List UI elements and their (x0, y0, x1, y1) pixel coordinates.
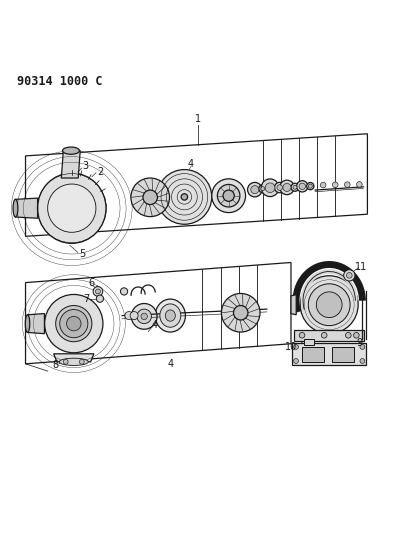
Ellipse shape (160, 304, 181, 327)
Polygon shape (54, 354, 94, 362)
Text: 4: 4 (151, 320, 157, 330)
Circle shape (347, 272, 352, 278)
Circle shape (212, 179, 245, 213)
Ellipse shape (13, 199, 18, 217)
Circle shape (356, 182, 362, 187)
Circle shape (96, 289, 100, 294)
Text: 4: 4 (188, 159, 194, 169)
Circle shape (283, 183, 291, 191)
Circle shape (233, 305, 248, 320)
Ellipse shape (165, 310, 175, 321)
Circle shape (277, 185, 283, 190)
Circle shape (259, 184, 267, 193)
Circle shape (293, 185, 297, 189)
Polygon shape (26, 262, 291, 364)
Circle shape (344, 270, 355, 281)
Circle shape (307, 182, 314, 190)
Circle shape (96, 295, 104, 302)
Bar (304, 340, 314, 344)
Circle shape (280, 180, 294, 195)
Text: 6: 6 (89, 278, 95, 288)
Circle shape (251, 185, 259, 193)
Circle shape (308, 284, 350, 326)
Text: 9: 9 (356, 338, 362, 348)
Circle shape (360, 344, 365, 349)
Circle shape (300, 276, 358, 334)
Circle shape (222, 294, 260, 332)
Bar (292, 343, 367, 365)
Circle shape (217, 184, 240, 207)
Ellipse shape (59, 358, 88, 366)
Polygon shape (15, 198, 38, 218)
Ellipse shape (62, 147, 79, 154)
Polygon shape (28, 313, 45, 334)
Circle shape (308, 184, 312, 188)
Circle shape (294, 359, 298, 364)
Circle shape (275, 182, 285, 193)
Circle shape (120, 288, 128, 295)
Circle shape (93, 287, 103, 296)
Circle shape (345, 333, 351, 338)
Circle shape (181, 193, 188, 200)
Circle shape (247, 182, 262, 197)
Ellipse shape (26, 315, 30, 333)
Circle shape (265, 183, 275, 192)
Text: 5: 5 (79, 249, 85, 260)
Ellipse shape (52, 188, 92, 228)
Circle shape (125, 312, 133, 320)
Bar (302, 346, 324, 362)
Bar (332, 346, 354, 362)
Polygon shape (291, 295, 296, 315)
Text: 1: 1 (196, 114, 202, 124)
Text: 8: 8 (53, 360, 59, 370)
Ellipse shape (38, 173, 106, 244)
Circle shape (291, 183, 299, 191)
Circle shape (321, 333, 327, 338)
Text: 11: 11 (355, 262, 367, 271)
Circle shape (354, 333, 359, 338)
Circle shape (130, 312, 138, 320)
Circle shape (79, 359, 84, 364)
Text: 3: 3 (83, 161, 89, 171)
Ellipse shape (45, 294, 103, 353)
Circle shape (143, 190, 158, 205)
Ellipse shape (155, 299, 185, 332)
Circle shape (60, 310, 88, 338)
Polygon shape (26, 134, 367, 236)
Circle shape (261, 179, 279, 197)
Circle shape (360, 359, 365, 364)
Circle shape (294, 344, 298, 349)
Circle shape (333, 182, 338, 188)
Text: 2: 2 (97, 167, 103, 177)
Circle shape (320, 182, 326, 188)
Bar (294, 329, 364, 341)
Text: 10: 10 (285, 342, 297, 352)
Circle shape (261, 187, 265, 191)
Circle shape (137, 309, 151, 324)
Ellipse shape (56, 305, 92, 342)
Circle shape (63, 359, 68, 364)
Circle shape (48, 184, 96, 232)
Circle shape (141, 313, 147, 320)
Text: 4: 4 (167, 359, 173, 369)
Circle shape (345, 182, 350, 188)
Circle shape (296, 181, 308, 192)
Circle shape (131, 178, 170, 216)
Text: 90314 1000 C: 90314 1000 C (17, 76, 103, 88)
Text: 7: 7 (83, 294, 89, 304)
Circle shape (131, 303, 157, 329)
Circle shape (66, 317, 81, 331)
Circle shape (299, 333, 305, 338)
Circle shape (223, 190, 234, 201)
Polygon shape (61, 151, 80, 178)
Circle shape (316, 292, 342, 318)
Circle shape (299, 183, 305, 190)
Circle shape (157, 169, 212, 224)
